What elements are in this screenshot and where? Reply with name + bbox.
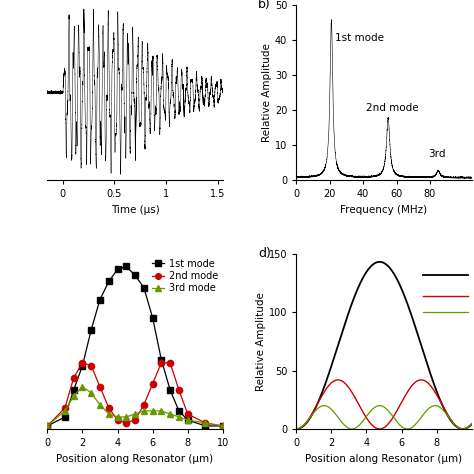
Y-axis label: Relative Amplitude: Relative Amplitude xyxy=(262,43,272,142)
1st mode xyxy=(123,264,129,269)
2nd mode xyxy=(185,411,191,417)
1st mode xyxy=(71,387,76,392)
2nd mode xyxy=(45,423,50,429)
Text: 1st mode: 1st mode xyxy=(335,33,384,43)
2nd mode xyxy=(132,417,138,423)
2nd mode xyxy=(106,405,111,411)
3rd mode xyxy=(106,411,111,417)
3rd mode xyxy=(167,411,173,417)
X-axis label: Time (μs): Time (μs) xyxy=(110,205,159,215)
2nd mode xyxy=(80,360,85,365)
X-axis label: Frequency (MHz): Frequency (MHz) xyxy=(340,205,428,215)
2nd mode xyxy=(141,402,146,408)
Line: 2nd mode: 2nd mode xyxy=(44,360,226,429)
3rd mode xyxy=(88,390,94,396)
2nd mode xyxy=(158,360,164,365)
1st mode xyxy=(115,266,120,272)
3rd mode xyxy=(71,393,76,399)
3rd mode xyxy=(158,408,164,414)
3rd mode xyxy=(62,408,68,414)
3rd mode xyxy=(202,420,208,426)
1st mode xyxy=(167,387,173,392)
3rd mode xyxy=(132,411,138,417)
2nd mode xyxy=(176,387,182,392)
2nd mode xyxy=(167,360,173,365)
1st mode xyxy=(80,363,85,369)
2nd mode xyxy=(62,405,68,411)
2nd mode xyxy=(71,375,76,381)
1st mode xyxy=(88,327,94,332)
1st mode xyxy=(141,285,146,291)
2nd mode xyxy=(115,417,120,423)
1st mode xyxy=(150,315,155,320)
3rd mode xyxy=(141,408,146,414)
X-axis label: Position along Resonator (μm): Position along Resonator (μm) xyxy=(56,454,214,464)
1st mode xyxy=(158,357,164,363)
Legend: 1st mode, 2nd mode, 3rd mode: 1st mode, 2nd mode, 3rd mode xyxy=(152,258,218,293)
1st mode xyxy=(176,408,182,414)
1st mode xyxy=(106,279,111,284)
2nd mode xyxy=(97,384,103,390)
Text: 3rd: 3rd xyxy=(428,149,446,159)
1st mode xyxy=(185,417,191,423)
Text: b): b) xyxy=(258,0,271,11)
1st mode xyxy=(45,423,50,429)
Text: 2nd mode: 2nd mode xyxy=(366,103,419,113)
X-axis label: Position along Resonator (μm): Position along Resonator (μm) xyxy=(305,454,463,464)
1st mode xyxy=(220,423,226,429)
1st mode xyxy=(97,297,103,302)
1st mode xyxy=(62,414,68,420)
Line: 3rd mode: 3rd mode xyxy=(44,384,226,429)
3rd mode xyxy=(123,414,129,420)
2nd mode xyxy=(202,420,208,426)
3rd mode xyxy=(80,384,85,390)
3rd mode xyxy=(115,414,120,420)
3rd mode xyxy=(176,414,182,420)
Y-axis label: Relative Amplitude: Relative Amplitude xyxy=(256,292,266,391)
Line: 1st mode: 1st mode xyxy=(44,263,226,429)
2nd mode xyxy=(150,381,155,387)
2nd mode xyxy=(220,423,226,429)
1st mode xyxy=(202,423,208,429)
Text: d): d) xyxy=(258,246,271,260)
3rd mode xyxy=(220,423,226,429)
3rd mode xyxy=(150,408,155,414)
3rd mode xyxy=(185,417,191,423)
3rd mode xyxy=(97,402,103,408)
1st mode xyxy=(132,273,138,278)
3rd mode xyxy=(45,423,50,429)
2nd mode xyxy=(88,363,94,369)
2nd mode xyxy=(123,420,129,426)
